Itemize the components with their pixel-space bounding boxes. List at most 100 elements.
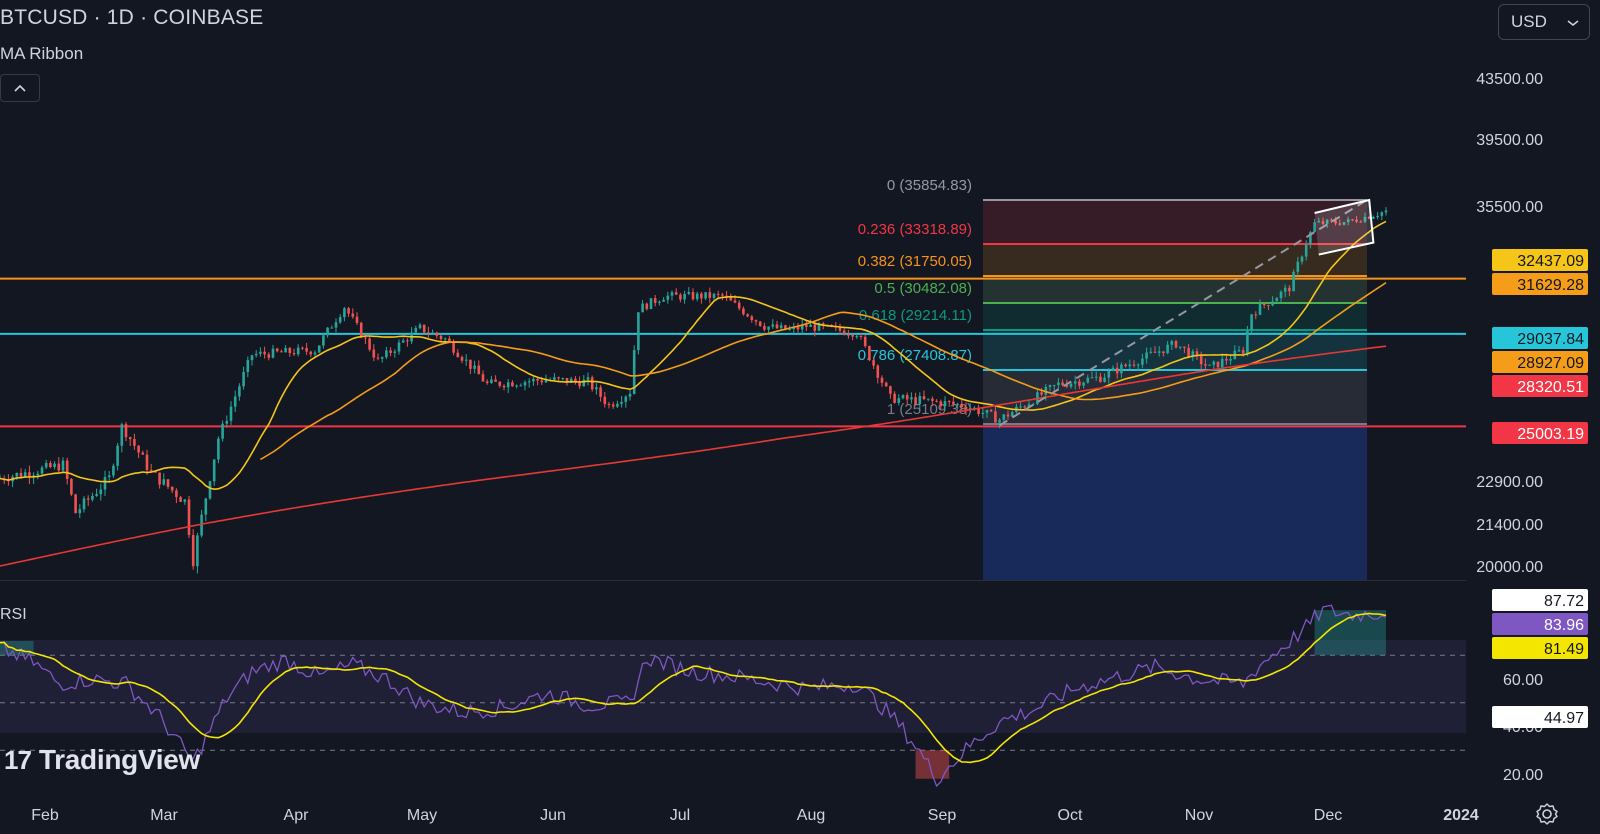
price-axis-tick: 43500.00 (1476, 71, 1543, 88)
candle-body (620, 401, 623, 404)
candle-body (553, 377, 556, 380)
candle-body (712, 293, 716, 298)
candle-body (1023, 406, 1027, 408)
candle-body (401, 340, 405, 343)
candle-body (393, 351, 397, 353)
time-axis-tick: Sep (928, 807, 957, 824)
currency-select[interactable]: USD (1498, 4, 1590, 40)
candle-body (490, 379, 493, 383)
candle-body (259, 351, 262, 354)
candle-body (1191, 351, 1195, 357)
time-axis-tick: Aug (797, 807, 825, 824)
candle-body (532, 378, 535, 382)
gear-icon[interactable] (1533, 800, 1561, 828)
candle-body (246, 360, 250, 373)
candle-body (414, 328, 418, 333)
price-badge-label: 28320.51 (1517, 379, 1584, 396)
candle-body (1128, 364, 1132, 367)
ma-ribbon-line (259, 281, 1387, 461)
tradingview-mark-icon: 17 (4, 744, 32, 775)
time-axis-tick: Mar (150, 807, 178, 824)
candle-body (599, 387, 602, 397)
symbol-title[interactable]: BTCUSD · 1D · COINBASE (0, 6, 264, 29)
candle-body (603, 396, 607, 404)
candle-body (183, 499, 187, 502)
candle-body (1044, 387, 1048, 395)
candle-body (338, 317, 342, 323)
candle-body (380, 357, 384, 359)
candle-body (91, 495, 94, 500)
candle-body (527, 381, 531, 383)
candle-body (19, 472, 23, 477)
candle-body (464, 359, 468, 361)
candle-body (1346, 219, 1350, 223)
candle-body (889, 386, 892, 394)
candle-body (1166, 344, 1169, 354)
candle-body (1078, 381, 1081, 386)
candle-body (847, 334, 850, 336)
candle-body (406, 340, 409, 342)
candle-body (1019, 406, 1022, 408)
candle-body (1006, 414, 1010, 417)
candle-body (1338, 223, 1342, 225)
candle-body (582, 379, 586, 387)
candle-body (918, 396, 922, 405)
candle-body (1279, 291, 1283, 299)
rsi-pane-label[interactable]: RSI (0, 606, 27, 623)
candle-body (691, 292, 695, 300)
candle-body (590, 377, 594, 390)
candle-body (1296, 261, 1300, 272)
candle-body (196, 535, 199, 567)
candle-body (817, 323, 821, 331)
candle-body (880, 377, 884, 383)
candle-body (133, 439, 136, 446)
fib-zone (983, 275, 1367, 303)
candle-body (1170, 341, 1174, 345)
candle-body (1292, 271, 1295, 292)
rsi-badge-label: 44.97 (1544, 710, 1584, 727)
candle-body (317, 345, 321, 353)
rsi-badge (1492, 589, 1588, 611)
indicator-label[interactable]: MA Ribbon (0, 44, 84, 63)
candle-body (74, 494, 77, 514)
candle-body (1061, 382, 1064, 386)
candle-body (540, 380, 544, 383)
candle-body (154, 471, 157, 473)
price-badge (1492, 351, 1588, 373)
candle-body (1309, 232, 1312, 245)
candle-body (851, 334, 854, 337)
candle-body (683, 293, 686, 300)
candle-body (280, 351, 283, 353)
time-axis-tick: Apr (284, 807, 310, 824)
candle-body (1010, 412, 1014, 417)
tradingview-logo[interactable]: 17 TradingView (4, 744, 200, 776)
candle-body (985, 409, 989, 413)
candle-body (368, 338, 371, 350)
candle-body (242, 372, 245, 387)
candle-body (1372, 216, 1375, 219)
collapse-button[interactable] (0, 74, 40, 102)
candle-body (989, 409, 993, 412)
price-badge (1492, 422, 1588, 444)
candle-body (998, 419, 1001, 423)
candle-body (502, 385, 506, 388)
candle-body (565, 377, 569, 383)
candle-body (611, 404, 615, 407)
candle-body (107, 475, 111, 478)
candle-body (931, 398, 934, 401)
time-axis-tick: Nov (1185, 807, 1213, 824)
candle-body (326, 327, 329, 336)
candle-body (95, 494, 98, 496)
candle-body (1334, 220, 1337, 224)
candle-body (700, 293, 703, 299)
candle-body (763, 325, 766, 330)
candle-body (1313, 222, 1316, 233)
rsi-band-fill (0, 640, 1466, 733)
candle-body (729, 296, 733, 301)
candle-body (796, 326, 800, 330)
candle-body (1317, 221, 1321, 223)
candle-body (1107, 370, 1111, 378)
candle-body (1304, 244, 1308, 257)
